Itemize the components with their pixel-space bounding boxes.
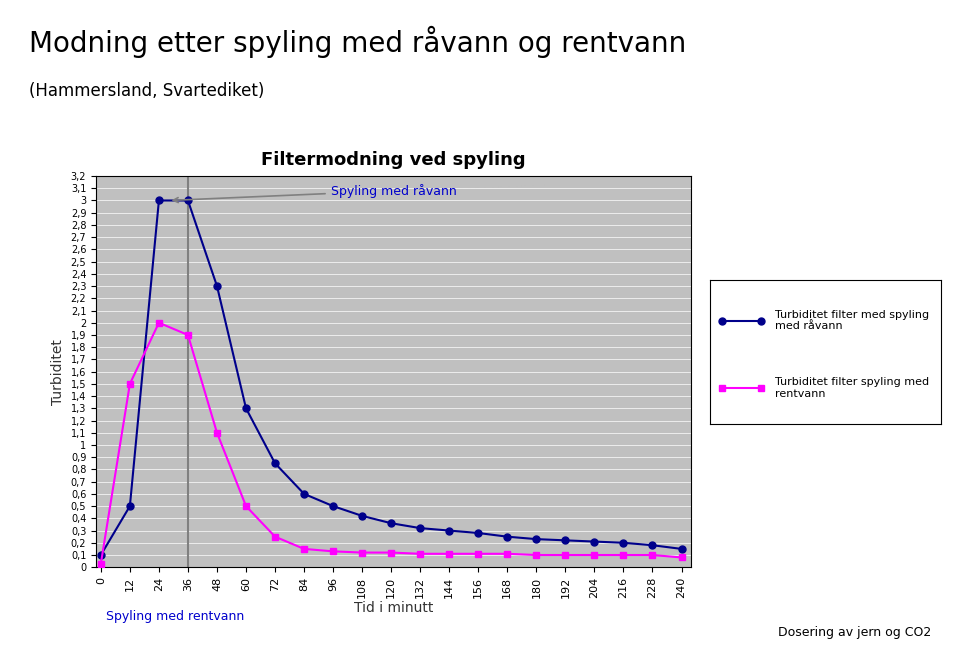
Text: (Hammersland, Svartediket): (Hammersland, Svartediket)	[29, 82, 264, 100]
X-axis label: Tid i minutt: Tid i minutt	[354, 601, 433, 615]
Y-axis label: Turbiditet: Turbiditet	[51, 338, 65, 405]
Text: Turbiditet filter spyling med
rentvann: Turbiditet filter spyling med rentvann	[775, 377, 929, 399]
Text: Spyling med råvann: Spyling med råvann	[173, 184, 456, 203]
Text: Turbiditet filter med spyling
med råvann: Turbiditet filter med spyling med råvann	[775, 310, 929, 331]
Title: Filtermodning ved spyling: Filtermodning ved spyling	[261, 151, 526, 169]
Text: Spyling med rentvann: Spyling med rentvann	[106, 610, 244, 623]
Text: Dosering av jern og CO2: Dosering av jern og CO2	[778, 626, 931, 639]
Text: Modning etter spyling med råvann og rentvann: Modning etter spyling med råvann og rent…	[29, 26, 686, 58]
